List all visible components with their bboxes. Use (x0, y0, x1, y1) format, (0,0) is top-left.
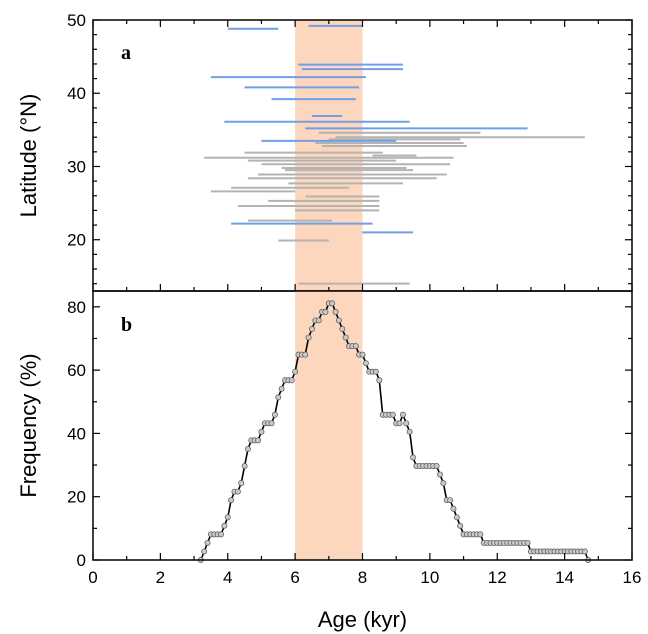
frequency-point-24 (278, 385, 285, 392)
x-tick-label: 16 (623, 568, 642, 587)
frequency-point-77 (457, 522, 464, 529)
x-tick-label: 8 (358, 568, 367, 587)
frequency-point-17 (255, 437, 262, 444)
frequency-point-57 (389, 411, 396, 418)
frequency-point-70 (433, 463, 440, 469)
frequency-point-41 (335, 317, 342, 324)
highlight-band-b (295, 291, 363, 560)
frequency-point-61 (403, 420, 410, 427)
x-tick-label: 0 (88, 568, 97, 587)
frequency-point-32 (305, 334, 312, 341)
frequency-point-21 (268, 420, 275, 427)
frequency-point-40 (332, 308, 339, 315)
frequency-point-9 (228, 497, 235, 504)
frequency-point-11 (234, 488, 241, 495)
frequency-point-22 (271, 411, 278, 418)
panel-a: 20 30 40 50 a Latitude (°N) (16, 11, 633, 292)
frequency-point-43 (342, 334, 349, 341)
frequency-point-59 (396, 420, 403, 427)
y-tick-label-b: 40 (67, 424, 86, 443)
frequency-point-74 (447, 497, 454, 504)
panel-label-a: a (121, 42, 131, 64)
x-tick-label: 10 (420, 568, 439, 587)
panel-label-b: b (121, 314, 132, 336)
frequency-point-1 (201, 548, 208, 555)
frequency-point-28 (292, 368, 299, 375)
frequency-point-53 (376, 377, 383, 384)
frequency-point-7 (221, 522, 228, 529)
frequency-point-35 (315, 317, 322, 324)
x-tick-label: 6 (290, 568, 299, 587)
y-tick-label-b: 80 (67, 298, 86, 317)
frequency-point-52 (373, 368, 379, 375)
frequency-point-14 (245, 445, 251, 452)
frequency-point-39 (329, 300, 336, 307)
frequency-point-83 (477, 531, 484, 538)
x-tick-label: 2 (156, 568, 165, 587)
frequency-point-12 (238, 480, 245, 487)
y-tick-label-a: 40 (67, 84, 86, 103)
frequency-point-49 (362, 360, 369, 367)
frequency-point-63 (410, 454, 416, 461)
y-tick-label-a: 20 (67, 231, 86, 250)
frequency-point-31 (302, 351, 309, 358)
frequency-point-76 (453, 514, 460, 521)
frequency-point-97 (524, 539, 531, 546)
y-tick-label-b: 60 (67, 361, 86, 380)
frequency-point-8 (224, 514, 231, 521)
frequency-point-71 (437, 471, 443, 478)
y-axis-title-a: Latitude (°N) (16, 94, 41, 218)
frequency-point-60 (399, 411, 406, 418)
frequency-point-75 (450, 505, 457, 512)
frequency-point-18 (258, 428, 265, 435)
frequency-point-2 (204, 539, 211, 546)
x-axis-title: Age (kyr) (318, 607, 407, 632)
frequency-point-27 (288, 377, 295, 384)
frequency-point-48 (359, 351, 366, 358)
x-tick-label: 14 (555, 568, 574, 587)
y-tick-label-b: 0 (77, 551, 86, 570)
y-tick-label-b: 20 (67, 488, 86, 507)
frequency-point-13 (241, 463, 248, 469)
y-tick-label-a: 50 (67, 11, 86, 30)
frequency-point-37 (322, 308, 329, 315)
highlight-band-a (295, 20, 363, 291)
x-tick-label: 12 (488, 568, 507, 587)
frequency-point-114 (581, 548, 588, 555)
x-tick-label: 4 (223, 568, 232, 587)
y-tick-label-a: 30 (67, 157, 86, 176)
frequency-point-6 (218, 531, 224, 538)
frequency-point-23 (275, 394, 282, 401)
frequency-point-62 (406, 428, 413, 435)
panel-b: 0 2 4 6 8 10 12 14 16 0 20 40 60 80 b Frequency (%) A… (16, 284, 641, 632)
frequency-point-46 (352, 343, 359, 350)
frequency-point-42 (339, 326, 346, 332)
y-axis-title-b: Frequency (%) (16, 353, 41, 497)
frequency-point-33 (309, 326, 315, 332)
frequency-point-72 (440, 480, 447, 487)
